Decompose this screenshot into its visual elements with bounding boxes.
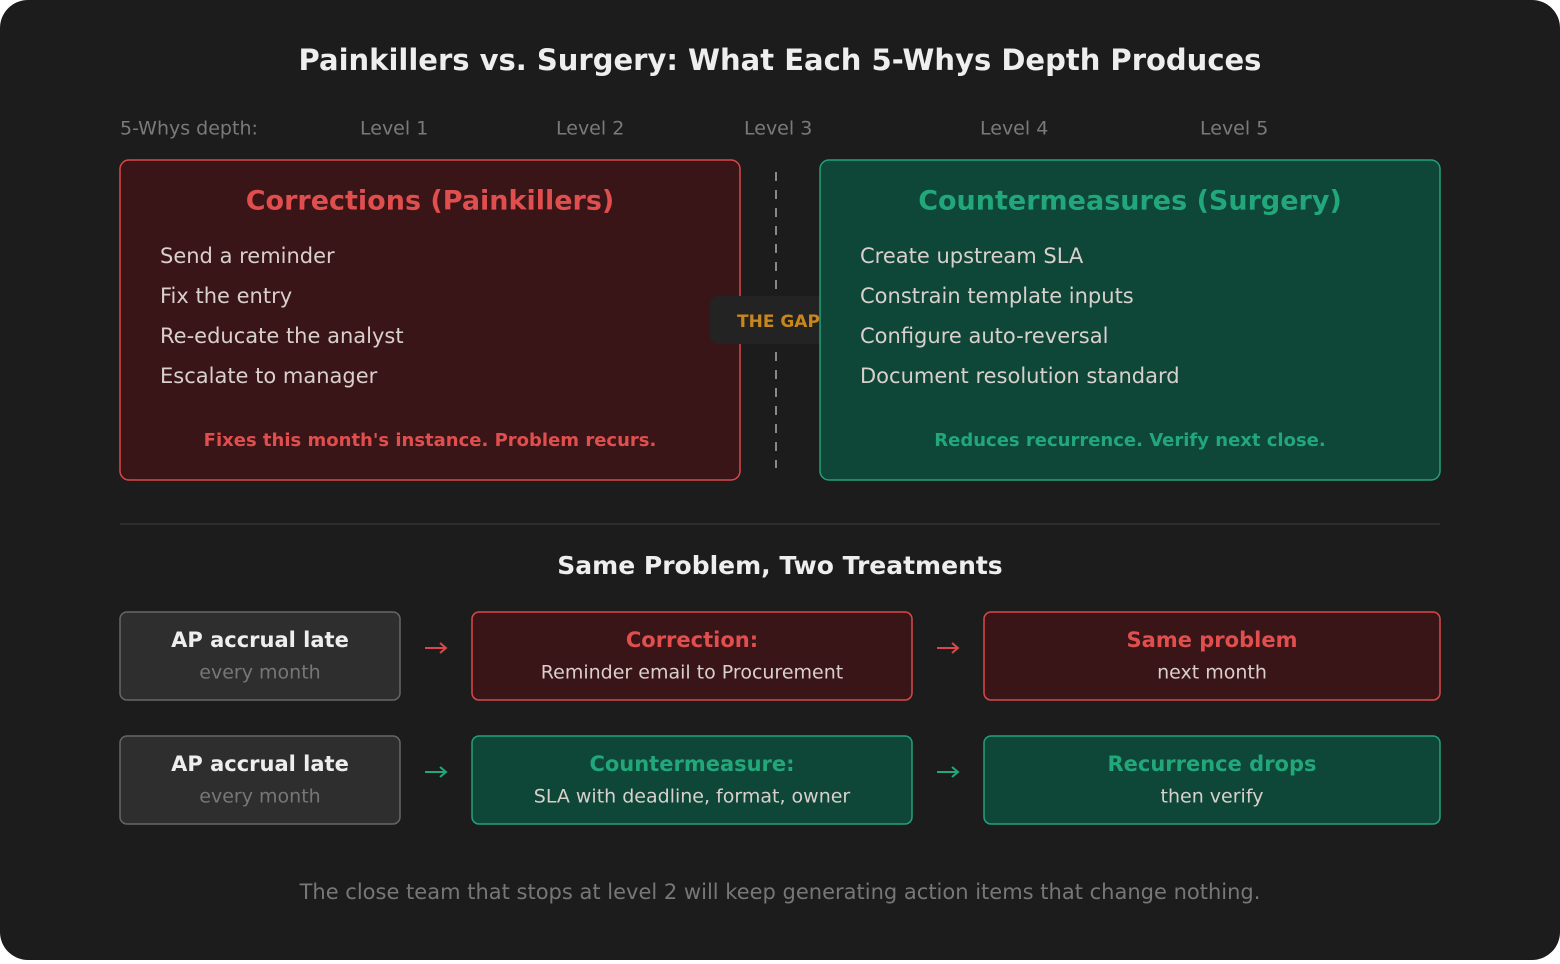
step-title: Countermeasure: — [589, 752, 794, 776]
panel-item: Create upstream SLA — [860, 244, 1084, 268]
panel-title: Countermeasures (Surgery) — [918, 186, 1342, 217]
step-detail: every month — [199, 786, 320, 808]
panel-title: Corrections (Painkillers) — [246, 186, 615, 217]
panel-item: Re-educate the analyst — [160, 324, 404, 348]
footer: The close team that stops at level 2 wil… — [299, 880, 1261, 904]
step-detail: every month — [199, 662, 320, 684]
step-box — [983, 735, 1441, 825]
countermeasures-panel — [819, 159, 1441, 481]
step-title: Correction: — [626, 628, 758, 652]
depth-level: Level 1 — [360, 118, 428, 140]
step-detail: Reminder email to Procurement — [541, 662, 843, 684]
step-title: AP accrual late — [171, 752, 349, 776]
panel-note: Fixes this month's instance. Problem rec… — [204, 430, 657, 451]
step-title: AP accrual late — [171, 628, 349, 652]
step-detail: next month — [1157, 662, 1267, 684]
step-box — [471, 611, 913, 701]
panel-item: Escalate to manager — [160, 364, 378, 388]
panel-item: Send a reminder — [160, 244, 335, 268]
step-box — [471, 735, 913, 825]
step-detail: then verify — [1161, 786, 1264, 808]
step-box — [983, 611, 1441, 701]
panel-item: Constrain template inputs — [860, 284, 1134, 308]
step-detail: SLA with deadline, format, owner — [534, 786, 851, 808]
step-title: Recurrence drops — [1107, 752, 1316, 776]
arrow-head — [951, 766, 960, 778]
panel-item: Document resolution standard — [860, 364, 1180, 388]
arrow-head — [439, 642, 448, 654]
arrow-head — [951, 642, 960, 654]
arrow-head — [439, 766, 448, 778]
panel-item: Fix the entry — [160, 284, 292, 308]
panel-note: Reduces recurrence. Verify next close. — [934, 430, 1325, 451]
comparison-rows: AP accrual late every month Correction: Rem… — [119, 611, 1441, 825]
depth-label: 5-Whys depth: — [120, 118, 258, 140]
step-box — [119, 611, 401, 701]
depth-level: Level 4 — [980, 118, 1048, 140]
depth-level: Level 3 — [744, 118, 812, 140]
depth-level: Level 2 — [556, 118, 624, 140]
section-title: Same Problem, Two Treatments — [557, 551, 1002, 580]
step-title: Same problem — [1127, 628, 1298, 652]
step-box — [119, 735, 401, 825]
gap-badge — [710, 296, 840, 344]
depth-level: Level 5 — [1200, 118, 1268, 140]
gap-label: THE GAP — [737, 312, 820, 332]
panel-item: Configure auto-reversal — [860, 324, 1108, 348]
title: Painkillers vs. Surgery: What Each 5-Why… — [299, 43, 1262, 77]
